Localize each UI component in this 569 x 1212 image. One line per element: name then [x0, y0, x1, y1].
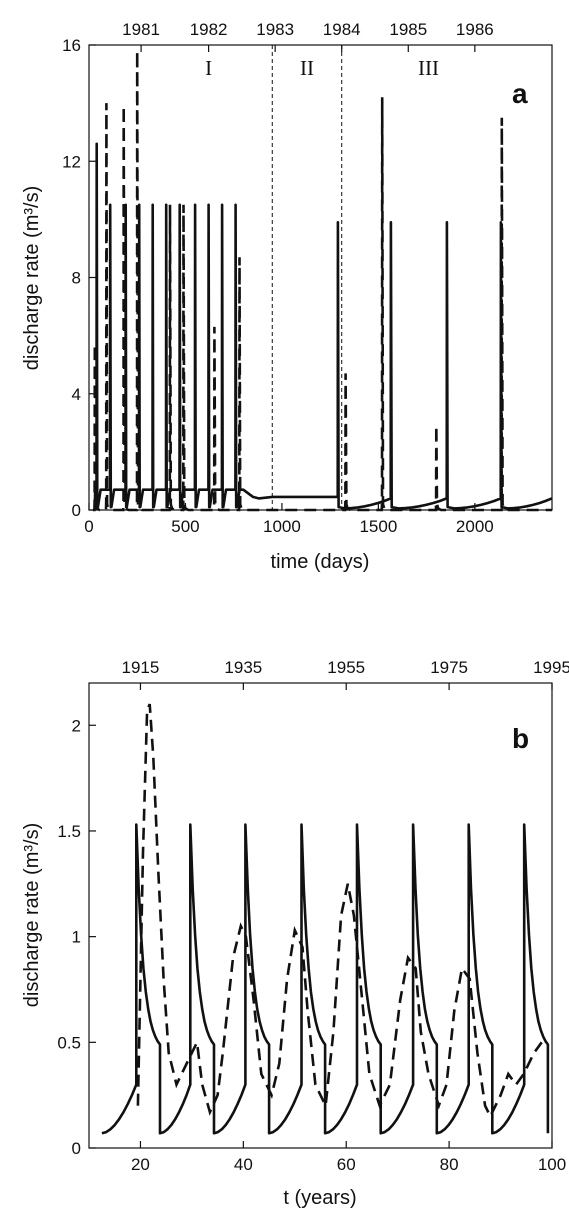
top-tick-label: 1935	[224, 658, 262, 677]
y-tick-label: 0	[72, 501, 81, 520]
x-axis-label-b: t (years)	[283, 1187, 356, 1209]
series-solid-line	[101, 823, 550, 1135]
period-label: I	[205, 56, 212, 80]
panel-label-b: b	[512, 723, 529, 754]
series-dashed-line	[92, 50, 552, 512]
y-tick-label: 8	[72, 269, 81, 288]
plot-frame-a	[88, 44, 553, 511]
top-tick-label: 1984	[323, 20, 361, 39]
y-tick-label: 16	[62, 36, 81, 55]
plot-frame-b	[88, 682, 553, 1149]
y-tick-label: 1	[72, 928, 81, 947]
top-tick-label: 1995	[533, 658, 569, 677]
x-tick-label: 0	[84, 517, 93, 536]
series-dashed-line	[136, 703, 543, 1120]
top-tick-label: 1986	[456, 20, 494, 39]
top-tick-label: 1975	[430, 658, 468, 677]
period-label: II	[300, 56, 314, 80]
y-tick-label: 4	[72, 385, 81, 404]
ticks-b: 20 40 60 80 100 0 0.5 1 1.5 2 1915 1935 1955 1975 1995	[57, 658, 569, 1174]
x-tick-label: 2000	[456, 517, 494, 536]
series-solid-line	[93, 142, 553, 510]
top-tick-label: 1983	[256, 20, 294, 39]
x-tick-label: 100	[538, 1155, 566, 1174]
x-tick-label: 60	[337, 1155, 356, 1174]
top-tick-label: 1982	[190, 20, 228, 39]
ticks-a: 0 500 1000 1500 2000 0 4 8 12 16 1981 1982 1983 1984 1…	[62, 20, 494, 536]
series-group-a: I II III	[92, 45, 553, 512]
y-axis-label-b: discharge rate (m³/s)	[21, 823, 43, 1008]
panel-label-a: a	[512, 78, 528, 109]
y-tick-label: 2	[72, 716, 81, 735]
top-tick-label: 1915	[122, 658, 160, 677]
top-tick-label: 1981	[122, 20, 160, 39]
period-label: III	[418, 56, 439, 80]
series-group-b	[101, 703, 550, 1135]
top-tick-label: 1955	[327, 658, 365, 677]
x-tick-label: 1000	[263, 517, 301, 536]
x-tick-label: 500	[171, 517, 199, 536]
x-axis-label-a: time (days)	[271, 551, 370, 573]
y-tick-label: 0.5	[57, 1033, 81, 1052]
y-tick-label: 1.5	[57, 822, 81, 841]
top-tick-label: 1985	[389, 20, 427, 39]
x-tick-label: 20	[131, 1155, 150, 1174]
panel-b: 20 40 60 80 100 0 0.5 1 1.5 2 1915 1935 1955 1975 1995…	[21, 658, 569, 1209]
x-tick-label: 1500	[359, 517, 397, 536]
x-tick-label: 80	[440, 1155, 459, 1174]
x-tick-label: 40	[234, 1155, 253, 1174]
panel-a: 0 500 1000 1500 2000 0 4 8 12 16 1981 1982 1983 1984 1…	[21, 20, 553, 573]
y-tick-label: 0	[72, 1139, 81, 1158]
y-tick-label: 12	[62, 152, 81, 171]
y-axis-label-a: discharge rate (m³/s)	[21, 186, 43, 371]
